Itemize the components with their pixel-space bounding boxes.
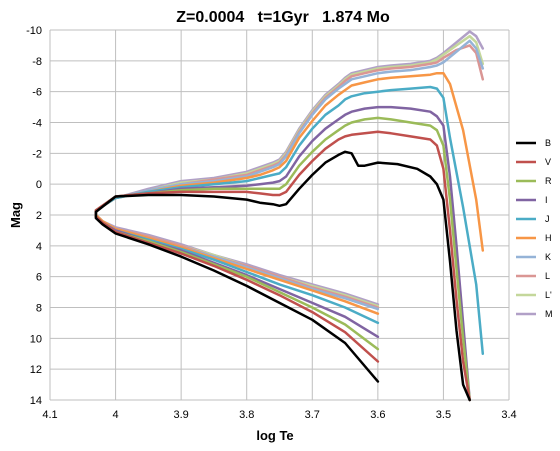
legend-label: J (545, 214, 550, 224)
legend-label: I (545, 195, 548, 205)
legend-label: B (545, 138, 551, 148)
y-tick-label: 12 (30, 364, 42, 376)
series-line-M (94, 30, 485, 306)
x-tick-label: 3.8 (239, 409, 254, 421)
y-tick-label: -4 (32, 118, 42, 130)
y-tick-label: 8 (36, 303, 42, 315)
x-tick-label: 4 (113, 409, 119, 421)
y-tick-label: -6 (32, 87, 42, 99)
x-tick-label: 3.7 (305, 409, 320, 421)
y-tick-label: -8 (32, 56, 42, 68)
chart-title: Z=0.0004 t=1Gyr 1.874 Mo (176, 9, 390, 26)
x-tick-label: 3.6 (370, 409, 385, 421)
y-axis-title: Mag (8, 202, 23, 228)
y-tick-label: 4 (36, 241, 42, 253)
legend-label: H (545, 233, 552, 243)
legend-label: L' (545, 290, 552, 300)
series-line-J (94, 85, 485, 356)
y-tick-label: -10 (26, 25, 42, 37)
y-tick-label: 10 (30, 333, 42, 345)
series-line-L (94, 44, 485, 309)
y-tick-label: 0 (36, 179, 42, 191)
series-line-B (94, 150, 471, 402)
legend-label: M (545, 309, 553, 319)
x-tick-label: 3.5 (436, 409, 451, 421)
series-line-R (94, 116, 471, 402)
plot-area: 4.1 4 3.9 3.8 3.7 3.6 3.5 3.4 -10 -8 -6 -4 -2 0 2 4 6 8 10… (26, 25, 517, 421)
x-axis-title: log Te (256, 428, 293, 443)
legend-label: L (545, 271, 550, 281)
y-tick-label: 6 (36, 272, 42, 284)
y-tick-label: 14 (30, 395, 42, 407)
y-tick-label: -2 (32, 148, 42, 160)
legend-label: V (545, 157, 551, 167)
x-tick-label: 3.9 (173, 409, 188, 421)
series-line-V (94, 130, 471, 402)
series-line-H (94, 71, 485, 315)
x-tick-label: 3.4 (501, 409, 516, 421)
legend-label: R (545, 176, 552, 186)
y-tick-label: 2 (36, 210, 42, 222)
legend-label: K (545, 252, 551, 262)
x-tick-label: 4.1 (42, 409, 57, 421)
